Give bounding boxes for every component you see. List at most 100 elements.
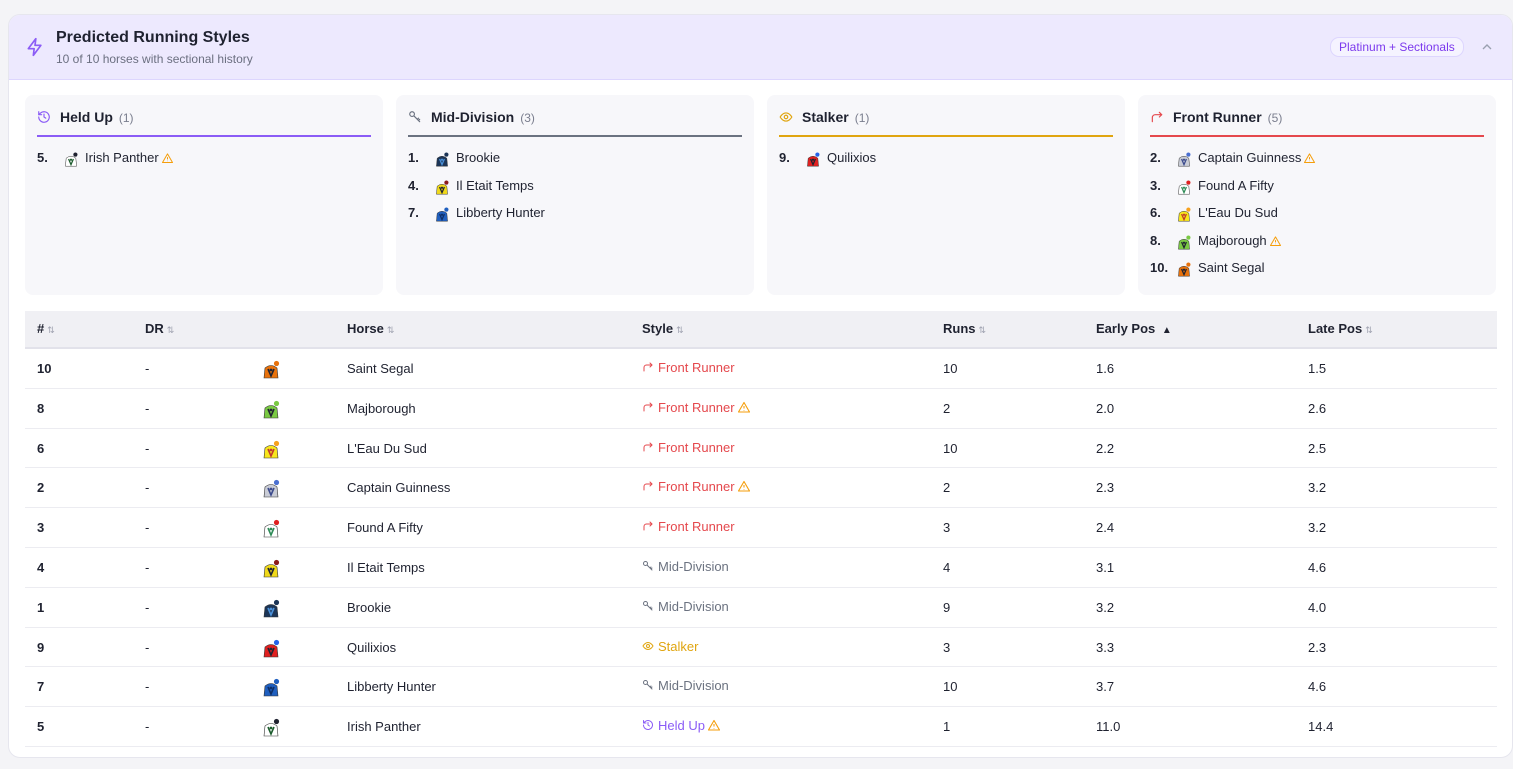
table-row[interactable]: 1 - Brookie Mid-Division 9 3.2 4.0 (25, 588, 1497, 628)
list-item[interactable]: 7. Libberty Hunter (408, 205, 728, 233)
table-header: # ⇅ DR ⇅ Horse ⇅ Style ⇅ Runs ⇅ Early Pos ▲ L… (25, 311, 1497, 349)
style-card-header: Stalker (1) (779, 107, 1113, 137)
panel-header[interactable]: Predicted Running Styles 10 of 10 horses… (9, 15, 1512, 80)
runs-value: 1 (943, 719, 951, 735)
horse-name[interactable]: Majborough (1198, 233, 1281, 248)
arrow-turn-icon (1151, 111, 1163, 123)
draw-value: - (145, 361, 150, 376)
horse-name[interactable]: Irish Panther (85, 150, 173, 165)
runner-number: 3. (1150, 177, 1161, 193)
table-row[interactable]: 2 - Captain Guinness Front Runner 2 2.3 3.2 (25, 468, 1497, 509)
column-header-runs[interactable]: Runs ⇅ (943, 321, 987, 336)
jockey-silk-icon (263, 400, 280, 419)
column-header-dr[interactable]: DR ⇅ (145, 321, 175, 336)
style-card-count: (1) (854, 111, 870, 125)
horse-name[interactable]: Quilixios (347, 639, 397, 655)
key-icon (643, 680, 653, 690)
column-header-late-pos[interactable]: Late Pos ⇅ (1308, 321, 1373, 336)
list-item[interactable]: 2. Captain Guinness (1150, 150, 1470, 178)
table-row[interactable]: 5 - Irish Panther Held Up 1 11.0 14.4 (25, 707, 1497, 747)
style-card-mid-division: Mid-Division (3) 1. Brookie 4. Il Etait Temps… (396, 95, 754, 295)
table-row[interactable]: 4 - Il Etait Temps Mid-Division 4 3.1 4.6 (25, 548, 1497, 588)
eye-icon (642, 641, 654, 650)
warning-icon (737, 401, 750, 413)
early-pos-value: 3.7 (1096, 679, 1115, 695)
late-pos-value: 3.2 (1308, 520, 1327, 536)
style-card-header: Front Runner (5) (1150, 107, 1484, 137)
jockey-silk-icon (263, 520, 280, 538)
list-item[interactable]: 1. Brookie (408, 150, 728, 178)
horse-name[interactable]: Il Etait Temps (347, 559, 425, 575)
running-style-label: Mid-Division (642, 599, 729, 614)
list-item[interactable]: 6. L'Eau Du Sud (1150, 205, 1470, 233)
horse-name[interactable]: Majborough (347, 400, 416, 416)
running-style-label: Front Runner (642, 360, 735, 375)
runner-number: 9. (779, 150, 790, 165)
table-row[interactable]: 8 - Majborough Front Runner 2 2.0 2.6 (25, 389, 1497, 429)
list-item[interactable]: 5. Irish Panther (37, 150, 357, 178)
draw-value: - (145, 599, 150, 615)
table-row[interactable]: 9 - Quilixios Stalker 3 3.3 2.3 (25, 628, 1497, 668)
style-card-held-up: Held Up (1) 5. Irish Panther (25, 95, 383, 295)
key-icon (643, 600, 653, 611)
runs-value: 10 (943, 440, 958, 456)
list-item[interactable]: 4. Il Etait Temps (408, 178, 728, 206)
horse-name[interactable]: Brookie (347, 599, 392, 615)
column-header-early-pos[interactable]: Early Pos ▲ (1096, 321, 1172, 336)
jockey-silk-icon (1178, 180, 1191, 194)
jockey-silk-icon (263, 360, 280, 379)
horse-name[interactable]: Found A Fifty (347, 520, 423, 536)
horse-name[interactable]: Libberty Hunter (456, 205, 545, 220)
runs-value: 9 (943, 599, 951, 615)
horse-name[interactable]: Il Etait Temps (456, 177, 534, 193)
horse-name[interactable]: Saint Segal (347, 361, 414, 376)
horse-name[interactable]: Libberty Hunter (347, 679, 436, 695)
horse-name[interactable]: L'Eau Du Sud (347, 440, 427, 456)
style-card-list: 9. Quilixios (779, 150, 1099, 178)
jockey-silk-icon (1178, 262, 1191, 277)
early-pos-value: 3.2 (1096, 599, 1115, 615)
horse-name[interactable]: Quilixios (827, 150, 877, 165)
jockey-silk-icon (1178, 207, 1191, 222)
table-row[interactable]: 3 - Found A Fifty Front Runner 3 2.4 3.2 (25, 508, 1497, 548)
list-item[interactable]: 10. Saint Segal (1150, 260, 1470, 288)
jockey-silk-icon (263, 440, 280, 458)
column-header-number[interactable]: # ⇅ (37, 321, 55, 336)
runner-number: 1. (408, 150, 419, 165)
horse-name[interactable]: Found A Fifty (1198, 177, 1274, 193)
horse-name[interactable]: Brookie (456, 150, 501, 165)
column-header-horse[interactable]: Horse ⇅ (347, 321, 395, 336)
list-item[interactable]: 8. Majborough (1150, 233, 1470, 261)
runs-value: 2 (943, 480, 951, 496)
table-row[interactable]: 6 - L'Eau Du Sud Front Runner 10 2.2 2.5 (25, 429, 1497, 469)
column-header-style[interactable]: Style ⇅ (642, 321, 684, 336)
horse-name[interactable]: Irish Panther (347, 719, 421, 735)
running-styles-panel: Predicted Running Styles 10 of 10 horses… (8, 14, 1513, 758)
chevron-up-icon[interactable] (1479, 39, 1495, 55)
jockey-silk-icon (436, 180, 449, 194)
list-item[interactable]: 3. Found A Fifty (1150, 178, 1470, 206)
horse-name[interactable]: L'Eau Du Sud (1198, 205, 1278, 220)
jockey-silk-icon (436, 207, 449, 222)
horse-name[interactable]: Captain Guinness (347, 480, 451, 496)
table-row[interactable]: 7 - Libberty Hunter Mid-Division 10 3.7 4.6 (25, 667, 1497, 708)
runner-number: 4. (408, 177, 419, 193)
table-row[interactable]: 10 - Saint Segal Front Runner 10 1.6 1.5 (25, 349, 1497, 389)
early-pos-value: 3.3 (1096, 639, 1115, 655)
jockey-silk-icon (263, 639, 280, 657)
jockey-silk-icon (263, 679, 280, 697)
early-pos-value: 2.2 (1096, 440, 1115, 456)
runner-number: 1 (37, 599, 45, 615)
list-item[interactable]: 9. Quilixios (779, 150, 1099, 178)
horse-name[interactable]: Captain Guinness (1198, 150, 1316, 165)
jockey-silk-icon (263, 559, 280, 578)
late-pos-value: 1.5 (1308, 361, 1327, 376)
style-card-count: (1) (118, 111, 134, 125)
running-style-label: Front Runner (642, 400, 754, 415)
early-pos-value: 2.0 (1096, 400, 1115, 416)
style-card-header: Held Up (1) (37, 107, 371, 137)
horse-name[interactable]: Saint Segal (1198, 260, 1265, 275)
late-pos-value: 4.0 (1308, 599, 1327, 615)
clock-icon (643, 720, 653, 731)
runner-number: 5 (37, 719, 45, 735)
